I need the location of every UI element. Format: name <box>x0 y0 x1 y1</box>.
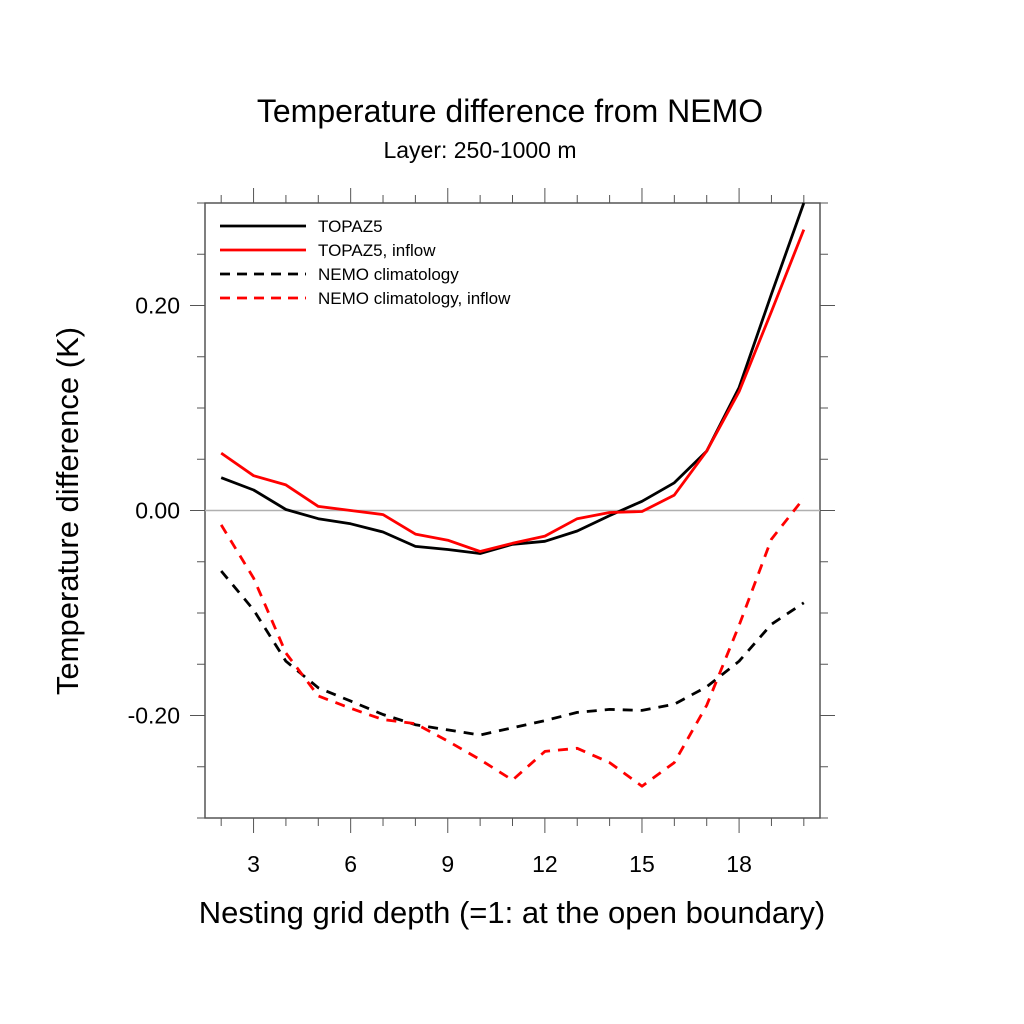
legend-label: TOPAZ5, inflow <box>318 241 436 260</box>
series-line-2 <box>220 229 806 553</box>
x-tick-label: 3 <box>247 851 260 877</box>
y-axis-label: Temperature difference (K) <box>50 327 85 695</box>
series-line-3 <box>220 570 805 737</box>
x-tick-label: 15 <box>629 851 655 877</box>
series-line-4 <box>220 497 805 788</box>
y-tick-label: -0.20 <box>128 703 180 729</box>
chart-subtitle: Layer: 250-1000 m <box>383 137 576 163</box>
x-axis-label: Nesting grid depth (=1: at the open boun… <box>199 895 825 930</box>
x-tick-label: 6 <box>344 851 357 877</box>
y-tick-label: 0.20 <box>135 293 180 319</box>
x-tick-label: 9 <box>441 851 454 877</box>
x-tick-label: 18 <box>726 851 752 877</box>
x-tick-label: 12 <box>532 851 558 877</box>
legend-label: NEMO climatology <box>318 265 459 284</box>
chart-title: Temperature difference from NEMO <box>257 93 763 129</box>
y-tick-label: 0.00 <box>135 498 180 524</box>
legend-label: TOPAZ5 <box>318 217 383 236</box>
legend-label: NEMO climatology, inflow <box>318 289 511 308</box>
